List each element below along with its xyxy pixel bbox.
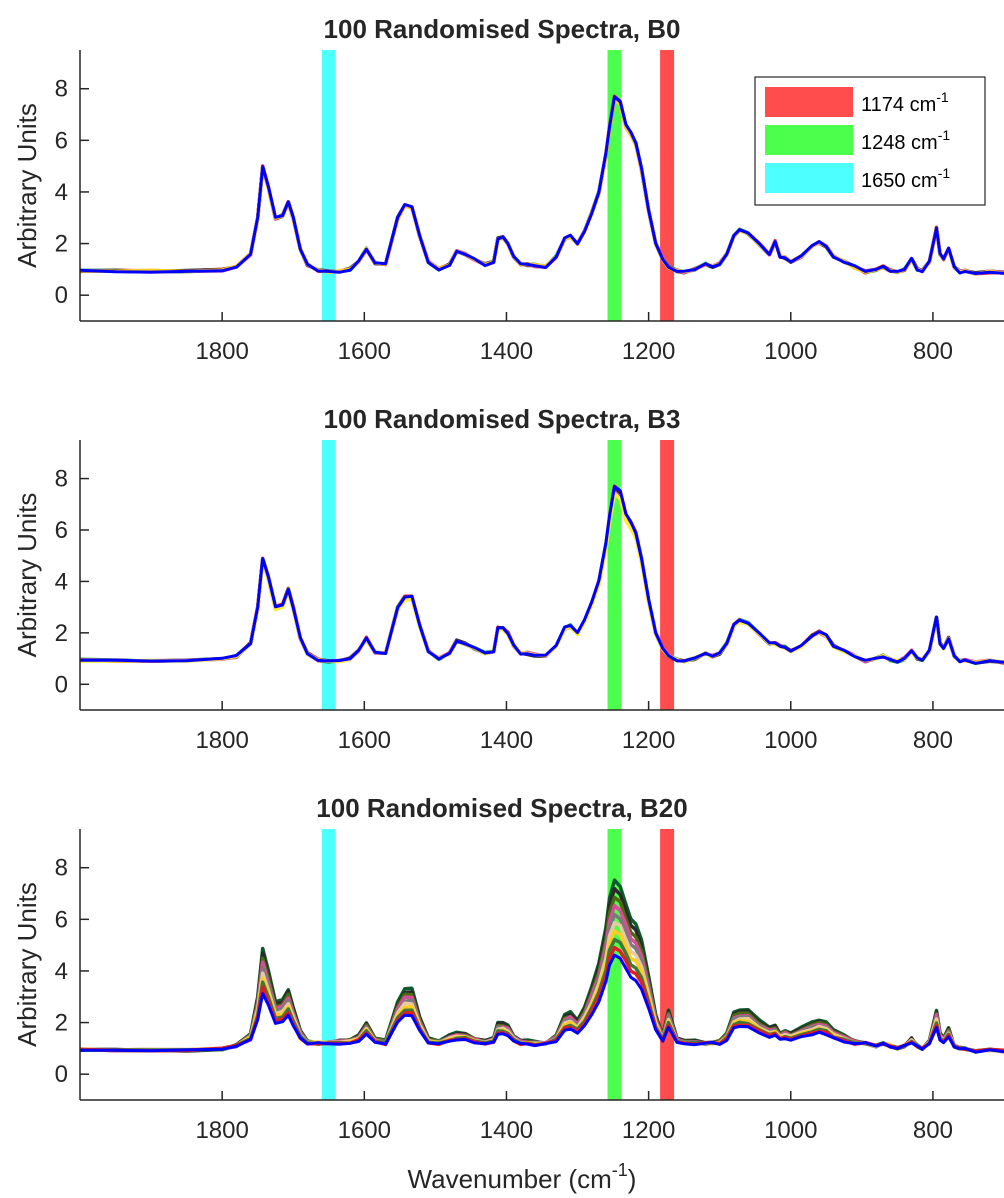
band-1248 [607,50,622,321]
spectrum-line [80,920,1004,1053]
band-1650 [321,440,336,710]
x-tick-label: 1800 [195,1117,248,1144]
chart-title: 100 Randomised Spectra, B3 [324,404,681,434]
spectra-lines [80,878,1004,1054]
legend-label: 1174 cm-1 [861,89,949,116]
y-tick-label: 0 [55,1061,68,1088]
y-tick-label: 4 [55,179,68,206]
y-tick-label: 4 [55,568,68,595]
spectrum-line [80,945,1004,1053]
y-tick-label: 2 [55,1010,68,1037]
y-tick-label: 0 [55,282,68,309]
spectrum-line [80,489,1004,665]
y-tick-label: 6 [55,906,68,933]
legend-label-sup: -1 [936,89,949,105]
x-tick-label: 800 [913,1117,953,1144]
x-axis-label-main: Wavenumber (cm [408,1164,612,1194]
spectrum-line [80,95,1004,275]
y-tick-label: 6 [55,127,68,154]
chart-title: 100 Randomised Spectra, B20 [316,793,687,823]
x-tick-label: 1600 [338,1117,391,1144]
spectrum-line [80,485,1004,665]
spectrum-line [80,895,1004,1054]
x-tick-label: 1200 [622,338,675,365]
spectrum-line [80,929,1004,1054]
spectrum-line [80,912,1004,1054]
band-1174 [660,50,675,321]
chart-title: 100 Randomised Spectra, B0 [324,14,681,44]
x-tick-label: 1000 [764,338,817,365]
x-tick-label: 1000 [764,1117,817,1144]
y-tick-label: 2 [55,620,68,647]
spectrum-line [80,953,1004,1054]
y-tick-label: 8 [55,855,68,882]
band-1650 [321,50,336,321]
spectrum-line [80,937,1004,1053]
spectrum-line [80,878,1004,1053]
y-tick-label: 2 [55,231,68,258]
y-tick-label: 8 [55,76,68,103]
x-tick-label: 800 [913,727,953,754]
spectrum-line [80,484,1004,665]
x-tick-label: 1800 [195,338,248,365]
spectrum-line [80,487,1004,666]
spectra-lines [80,484,1004,666]
panel-b20: 0 2 4 6 8 1800 1600 1400 1200 1000 800 100 Randomis… [12,793,1004,1194]
spectrum-line [80,490,1004,665]
panel-b0: 0 2 4 6 8 1800 1600 1400 1200 1000 800 100 Randomis… [12,14,1004,365]
x-tick-label: 1200 [622,727,675,754]
y-tick-label: 8 [55,466,68,493]
x-axis-label: Wavenumber (cm-1) [408,1160,637,1194]
spectrum-line [80,903,1004,1054]
x-tick-label: 1400 [480,338,533,365]
spectra-lines [80,94,1004,276]
legend-label-main: 1650 cm [861,170,938,192]
x-tick-label: 1800 [195,727,248,754]
legend-swatch [765,163,853,193]
x-axis-label-sup: -1 [612,1160,628,1180]
legend-label-sup: -1 [938,165,951,181]
band-1174 [660,440,675,710]
x-tick-label: 800 [913,338,953,365]
legend-label-main: 1174 cm [861,94,936,116]
legend-label-sup: -1 [938,127,951,143]
y-tick-label: 0 [55,671,68,698]
band-1248 [607,440,622,710]
x-tick-label: 1000 [764,727,817,754]
panel-b3: 0 2 4 6 8 1800 1600 1400 1200 1000 800 100 Randomis… [12,404,1004,754]
x-tick-label: 1600 [338,338,391,365]
legend-swatch [765,125,853,155]
legend-label-main: 1248 cm [861,132,938,154]
x-tick-label: 1400 [480,1117,533,1144]
legend-swatch [765,87,853,117]
spectrum-line [80,491,1004,665]
legend-label: 1650 cm-1 [861,165,950,192]
y-tick-label: 6 [55,517,68,544]
spectrum-line [80,886,1004,1053]
band-1174 [660,829,675,1100]
x-tick-label: 1200 [622,1117,675,1144]
x-tick-label: 1400 [480,727,533,754]
y-axis-label: Arbitrary Units [12,882,42,1047]
x-tick-label: 1600 [338,727,391,754]
x-axis-label-tail: ) [628,1164,637,1194]
band-1650 [321,829,336,1100]
y-tick-label: 4 [55,958,68,985]
y-axis-label: Arbitrary Units [12,103,42,268]
legend-label: 1248 cm-1 [861,127,950,154]
y-axis-label: Arbitrary Units [12,493,42,658]
